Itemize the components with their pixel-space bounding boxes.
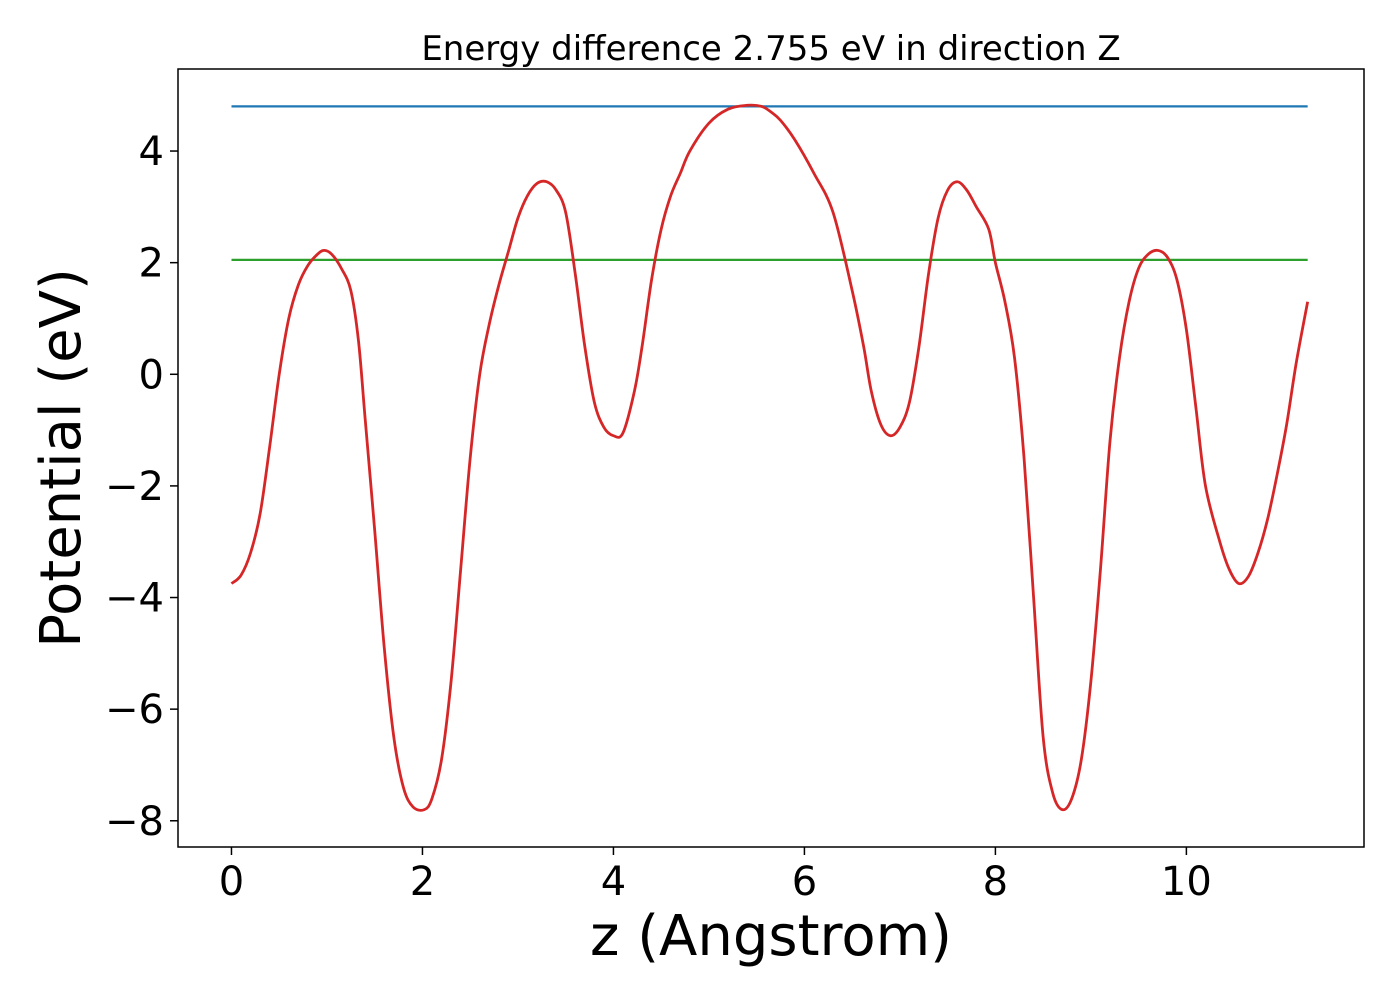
x-tick-label: 6 [792, 859, 817, 905]
plot-frame [177, 68, 1365, 848]
x-tick-label: 10 [1161, 859, 1212, 905]
chart-title: Energy difference 2.755 eV in direction … [421, 29, 1120, 69]
y-axis-label: Potential (eV) [29, 268, 94, 648]
y-tick-label: 0 [139, 352, 164, 398]
x-tick-label: 2 [410, 859, 435, 905]
y-tick-label: −8 [105, 799, 164, 845]
series-layer [230, 103, 1310, 812]
x-tick-label: 8 [983, 859, 1008, 905]
y-tick-label: 2 [139, 241, 164, 287]
potential-line [230, 103, 1310, 812]
x-axis-ticks: 0 2 4 6 8 10 [219, 847, 1212, 905]
x-axis-label: z (Angstrom) [590, 904, 952, 969]
y-tick-label: −6 [105, 687, 164, 733]
y-axis-ticks: −8 −6 −4 −2 0 2 4 [105, 129, 178, 845]
y-tick-label: 4 [139, 129, 164, 175]
y-tick-label: −2 [105, 464, 164, 510]
y-tick-label: −4 [105, 576, 164, 622]
x-tick-label: 4 [601, 859, 626, 905]
x-tick-label: 0 [219, 859, 244, 905]
